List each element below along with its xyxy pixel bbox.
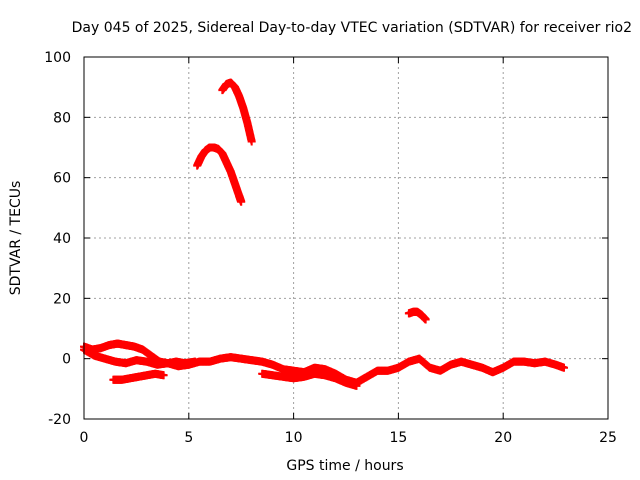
series-lower-offset-trace bbox=[109, 369, 168, 384]
y-tick-label: 80 bbox=[53, 110, 71, 126]
series-small-segment bbox=[404, 307, 430, 324]
x-tick-label: 20 bbox=[494, 430, 512, 446]
data-point bbox=[559, 363, 568, 372]
x-tick-label: 5 bbox=[184, 430, 193, 446]
series-upper-offset-trace bbox=[80, 339, 200, 368]
data-point bbox=[352, 381, 361, 390]
data-point bbox=[191, 357, 200, 366]
plot-frame bbox=[83, 56, 609, 420]
x-tick-label: 0 bbox=[80, 430, 89, 446]
chart-title: Day 045 of 2025, Sidereal Day-to-day VTE… bbox=[72, 20, 632, 36]
x-tick-label: 25 bbox=[599, 430, 617, 446]
data-point bbox=[159, 371, 168, 380]
y-tick-label: 20 bbox=[53, 291, 71, 307]
data-point bbox=[421, 315, 430, 324]
x-tick-label: 10 bbox=[285, 430, 303, 446]
y-tick-label: 40 bbox=[53, 231, 71, 247]
x-axis-title: GPS time / hours bbox=[286, 458, 403, 474]
data-points bbox=[80, 78, 568, 390]
y-tick-label: 0 bbox=[62, 352, 71, 368]
y-tick-label: 100 bbox=[44, 50, 71, 66]
series-late-lower-trace bbox=[258, 369, 361, 390]
grid-lines bbox=[84, 57, 608, 419]
data-point bbox=[237, 197, 246, 206]
axis-ticks: 0 5 10 15 20 25 -20 0 20 40 60 80 100 bbox=[44, 50, 617, 446]
x-tick-label: 15 bbox=[389, 430, 407, 446]
series-arc-mid bbox=[193, 143, 246, 206]
y-tick-label: -20 bbox=[48, 412, 71, 428]
y-tick-label: 60 bbox=[53, 171, 71, 187]
series-arc-high bbox=[218, 78, 256, 146]
data-point bbox=[247, 137, 256, 146]
y-axis-title: SDTVAR / TECUs bbox=[8, 181, 24, 296]
